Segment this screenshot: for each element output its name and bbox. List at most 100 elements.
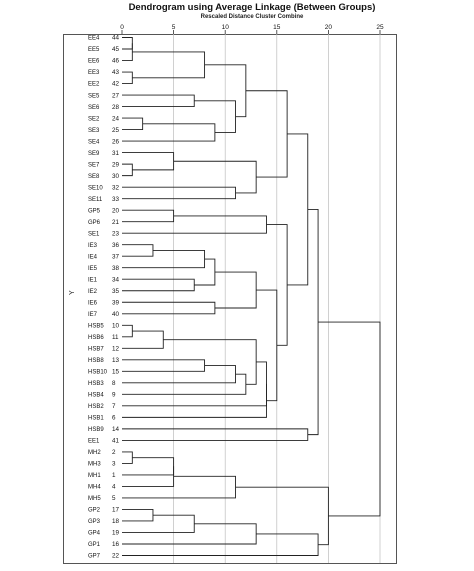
leaf-label: EE3 <box>88 70 100 76</box>
leaf-label: EE1 <box>88 439 100 445</box>
leaf-label: SE2 <box>88 116 100 122</box>
dendrogram-branch <box>122 451 133 464</box>
leaf-label: HSB3 <box>88 381 104 387</box>
leaf-label: MH5 <box>88 496 101 502</box>
dendrogram-branch <box>122 533 319 556</box>
leaf-case-number: 5 <box>112 495 116 502</box>
leaf-label: IE1 <box>88 277 98 283</box>
leaf-case-number: 34 <box>112 276 120 283</box>
leaf-case-number: 29 <box>112 161 120 168</box>
leaf-case-number: 23 <box>112 230 120 237</box>
leaf-case-number: 41 <box>112 438 120 445</box>
leaf-case-number: 33 <box>112 196 120 203</box>
leaf-case-number: 39 <box>112 299 120 306</box>
leaf-label: IE5 <box>88 266 98 272</box>
leaf-label: GP3 <box>88 519 101 525</box>
leaf-case-number: 44 <box>112 35 120 42</box>
leaf-label: HSB10 <box>88 370 108 376</box>
leaf-case-number: 20 <box>112 207 120 214</box>
leaf-label: SE7 <box>88 162 100 168</box>
leaf-case-number: 24 <box>112 115 120 122</box>
leaf-case-number: 35 <box>112 288 120 295</box>
dendrogram-branch <box>122 359 206 372</box>
dendrogram-branch <box>307 208 319 436</box>
leaf-label: IE6 <box>88 300 98 306</box>
dendrogram-branch <box>287 133 309 286</box>
leaf-label: HSB5 <box>88 323 104 329</box>
dendrogram-branch <box>122 152 175 171</box>
chart-title: Dendrogram using Average Linkage (Betwee… <box>128 2 376 13</box>
leaf-label: GP1 <box>88 542 101 548</box>
dendrogram-branch <box>122 514 195 533</box>
leaf-case-number: 13 <box>112 357 120 364</box>
x-tick-label: 15 <box>273 24 281 31</box>
plot-frame <box>63 34 397 564</box>
leaf-case-number: 40 <box>112 311 120 318</box>
leaf-case-number: 30 <box>112 173 120 180</box>
leaf-label: SE3 <box>88 128 100 134</box>
leaf-case-number: 37 <box>112 253 120 260</box>
leaf-label: GP6 <box>88 220 101 226</box>
leaf-label: SE5 <box>88 93 100 99</box>
dendrogram-branch <box>122 163 133 177</box>
dendrogram-branch <box>122 457 175 476</box>
dendrogram-branch <box>132 51 206 79</box>
leaf-label: MH2 <box>88 450 101 456</box>
leaf-case-number: 43 <box>112 69 120 76</box>
x-tick-label: 10 <box>222 24 230 31</box>
leaf-case-number: 2 <box>112 449 116 456</box>
leaf-label: HSB9 <box>88 427 104 433</box>
leaf-label: IE4 <box>88 254 98 260</box>
leaf-label: MH1 <box>88 473 101 479</box>
leaf-case-number: 46 <box>112 58 120 65</box>
dendrogram-branch <box>122 123 216 142</box>
dendrogram-branch <box>163 339 257 385</box>
dendrogram-branch <box>122 383 267 418</box>
leaf-label: EE5 <box>88 47 100 53</box>
dendrogram-branch <box>122 117 144 131</box>
leaf-label: IE7 <box>88 312 98 318</box>
leaf-case-number: 45 <box>112 46 120 53</box>
leaf-label: HSB8 <box>88 358 104 364</box>
leaf-label: SE9 <box>88 151 100 157</box>
leaf-label: SE11 <box>88 197 103 203</box>
dendrogram-branch <box>122 428 309 441</box>
dendrogram-branch <box>122 215 267 234</box>
leaf-case-number: 38 <box>112 265 120 272</box>
leaf-case-number: 7 <box>112 403 116 410</box>
leaf-case-number: 10 <box>112 322 120 329</box>
dendrogram-branch <box>122 244 154 257</box>
dendrogram-branch <box>122 94 195 108</box>
dendrogram-branch <box>122 330 164 349</box>
leaf-label: GP7 <box>88 554 101 560</box>
leaf-case-number: 12 <box>112 346 120 353</box>
leaf-case-number: 11 <box>112 334 119 341</box>
leaf-label: HSB6 <box>88 335 104 341</box>
leaf-case-number: 16 <box>112 541 120 548</box>
leaf-case-number: 42 <box>112 81 120 88</box>
leaf-case-number: 31 <box>112 150 120 157</box>
dendrogram-branch <box>122 361 267 407</box>
dendrogram-branch <box>122 523 257 545</box>
dendrogram-branch <box>214 271 257 309</box>
dendrogram-branch <box>122 37 133 50</box>
leaf-label: GP2 <box>88 508 101 514</box>
leaf-label: EE2 <box>88 82 100 88</box>
leaf-label: SE10 <box>88 185 103 191</box>
dendrogram-branch <box>122 186 236 200</box>
x-tick-label: 20 <box>325 24 333 31</box>
chart-subtitle: Rescaled Distance Cluster Combine <box>200 14 304 20</box>
dendrogram-branch <box>122 466 175 487</box>
leaf-case-number: 21 <box>112 219 120 226</box>
leaf-case-number: 6 <box>112 415 116 422</box>
leaf-case-number: 1 <box>112 472 116 479</box>
leaf-case-number: 27 <box>112 92 120 99</box>
leaf-label: SE4 <box>88 139 100 145</box>
dendrogram-branch <box>122 301 216 315</box>
leaf-case-number: 8 <box>112 380 116 387</box>
leaf-label: HSB7 <box>88 347 104 353</box>
leaf-case-number: 25 <box>112 127 120 134</box>
leaf-label: IE2 <box>88 289 98 295</box>
leaf-case-number: 26 <box>112 138 120 145</box>
